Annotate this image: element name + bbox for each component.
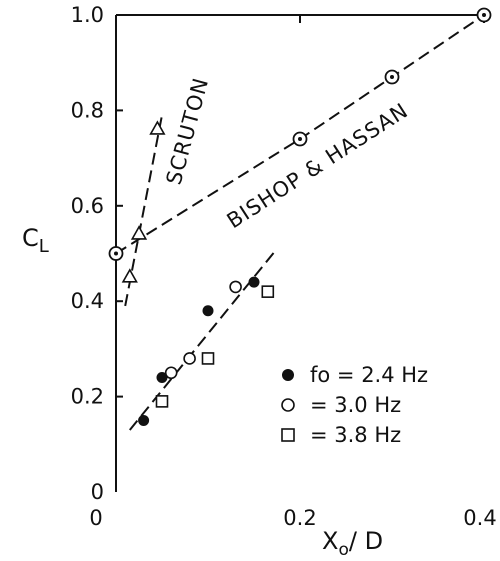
point-filled-circle: [138, 414, 150, 426]
line-bishop-hassan: [115, 14, 485, 255]
y-tick-label: 0: [91, 480, 104, 504]
legend: fo = 2.4 Hz = 3.0 Hz = 3.8 Hz: [281, 363, 428, 447]
legend-label: fo = 2.4 Hz: [310, 363, 428, 387]
point-open-circle: [164, 366, 178, 380]
point-dotted-circle-center: [298, 137, 302, 142]
point-dotted-circle-center: [482, 13, 486, 17]
point-filled-circle: [248, 276, 260, 288]
y-tick-label: 0.6: [71, 194, 104, 218]
annotation-scruton: SCRUTON: [162, 75, 214, 187]
point-open-circle: [281, 398, 295, 412]
point-open-square: [155, 395, 169, 408]
legend-label: = 3.0 Hz: [310, 393, 401, 417]
y-axis-label: CL: [22, 224, 49, 257]
data-points: [108, 7, 492, 426]
point-open-square: [281, 428, 295, 442]
trend-lines: [115, 14, 485, 431]
point-filled-circle: [156, 372, 168, 384]
point-open-square: [201, 352, 215, 365]
axis-ticks: 0 0.2 0.4 0.6 0.8 1.0 0 0.2 0.4: [71, 3, 497, 530]
point-triangle: [130, 225, 148, 240]
line-scruton: [124, 114, 163, 307]
legend-label: = 3.8 Hz: [310, 423, 401, 447]
x-tick-label: 0: [89, 506, 102, 530]
point-open-square: [261, 285, 275, 298]
point-dotted-circle-center: [390, 75, 394, 80]
y-tick-label: 0.4: [71, 289, 104, 313]
x-axis-label: Xo/ D: [322, 527, 383, 560]
y-tick-label: 0.8: [71, 98, 104, 122]
annotation-bishop-hassan: BISHOP & HASSAN: [223, 98, 413, 233]
y-tick-label: 1.0: [71, 3, 104, 27]
plot-frame: [115, 14, 484, 492]
line-fit: [129, 248, 278, 431]
point-open-circle: [229, 280, 242, 294]
point-triangle: [121, 268, 138, 283]
x-tick-label: 0.4: [463, 506, 496, 530]
x-tick-label: 0.2: [283, 506, 316, 530]
point-triangle: [149, 120, 166, 135]
point-filled-circle: [202, 305, 214, 317]
point-dotted-circle-center: [114, 251, 118, 256]
point-filled-circle: [282, 369, 294, 381]
y-tick-label: 0.2: [71, 385, 104, 409]
point-open-circle: [183, 352, 196, 365]
